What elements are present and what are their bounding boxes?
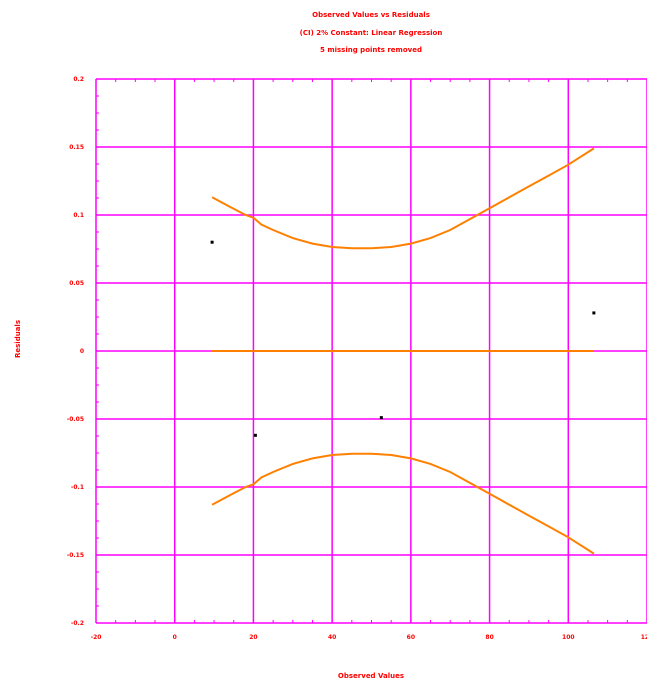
y-tick-labels: -0.2 -0.15 -0.1 -0.05 0 0.05 0.1 0.15 0.2 [67, 76, 84, 627]
y-tick-label: -0.2 [71, 620, 84, 627]
x-tick-label: 0 [173, 634, 177, 641]
data-points [210, 240, 596, 437]
y-tick-label: -0.05 [67, 416, 84, 423]
y-tick-label: 0.05 [69, 280, 84, 287]
x-tick-label: 80 [485, 634, 493, 641]
x-tick-labels: -20 0 20 40 60 80 100 120 [91, 634, 647, 641]
x-tick-label: -20 [91, 634, 102, 641]
data-point-2 [379, 416, 383, 420]
x-tick-label: 60 [407, 634, 415, 641]
chart-subtitle: (CI) 2% Constant: Linear Regression [300, 29, 443, 37]
data-point-3 [592, 311, 596, 315]
x-tick-label: 20 [249, 634, 257, 641]
y-tick-label: -0.15 [67, 552, 84, 559]
chart-title-group: Observed Values vs Residuals (CI) 2% Con… [300, 11, 443, 54]
data-point-1 [253, 433, 257, 437]
y-tick-label: 0.15 [69, 144, 84, 151]
chart-note: 5 missing points removed [320, 46, 422, 54]
x-tick-label: 40 [328, 634, 336, 641]
y-tick-label: -0.1 [71, 484, 84, 491]
x-tick-label: 120 [641, 634, 647, 641]
chart-title: Observed Values vs Residuals [312, 11, 430, 19]
upper-confidence-band [211, 147, 595, 250]
y-tick-label: 0 [80, 348, 84, 355]
x-tick-label: 100 [562, 634, 575, 641]
y-tick-label: 0.2 [73, 76, 84, 83]
lower-confidence-band [211, 452, 595, 555]
y-tick-label: 0.1 [73, 212, 84, 219]
data-point-0 [210, 240, 214, 244]
x-axis-label: Observed Values [338, 672, 404, 680]
y-axis-label: Residuals [14, 320, 22, 358]
confidence-bands [211, 147, 595, 555]
minor-ticks [95, 78, 647, 624]
